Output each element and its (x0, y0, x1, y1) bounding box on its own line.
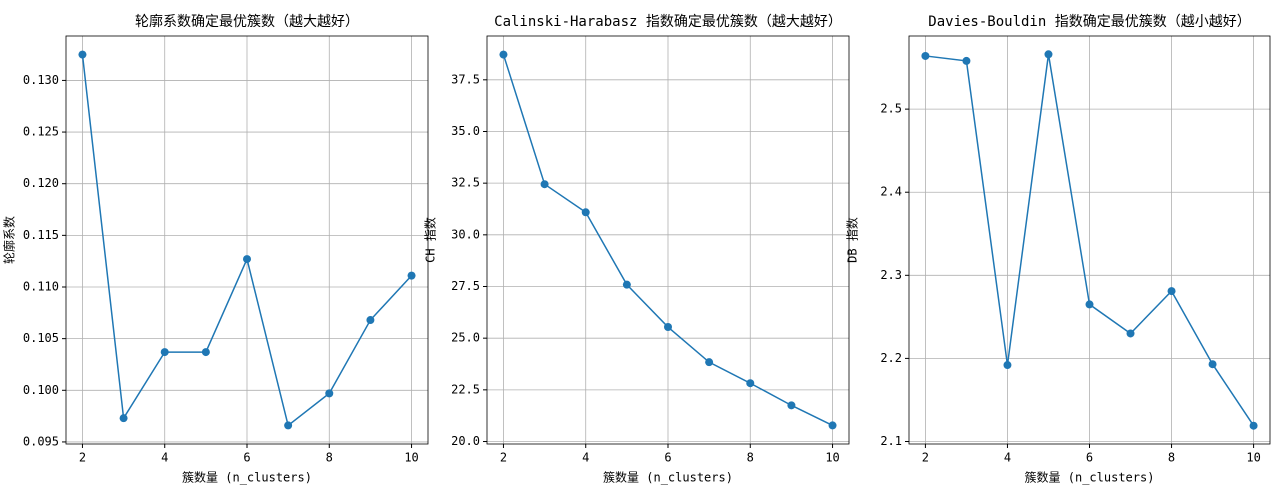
marker (705, 358, 714, 367)
x-tick-label: 6 (1086, 451, 1093, 465)
marker (540, 180, 549, 189)
x-tick-label: 6 (664, 451, 671, 465)
y-tick-label: 2.5 (880, 102, 902, 116)
marker (828, 421, 837, 430)
y-tick-label: 2.1 (880, 434, 902, 448)
marker (499, 50, 508, 59)
y-tick-label: 27.5 (451, 279, 480, 293)
y-tick-label: 20.0 (451, 434, 480, 448)
marker (160, 348, 169, 357)
marker (746, 379, 755, 388)
plot-frame (65, 35, 429, 445)
marker (1044, 50, 1053, 59)
x-tick-label: 10 (1246, 451, 1260, 465)
x-tick-label: 2 (500, 451, 507, 465)
y-tick-label: 0.095 (23, 434, 59, 448)
y-axis-label: DB 指数 (845, 217, 860, 263)
y-tick-label: 2.2 (880, 351, 902, 365)
x-tick-label: 10 (825, 451, 839, 465)
x-axis-label: 簇数量 (n_clusters) (1025, 470, 1155, 485)
x-tick-label: 2 (79, 451, 86, 465)
marker (407, 271, 416, 280)
marker (1208, 360, 1217, 369)
y-tick-label: 0.120 (23, 176, 59, 190)
marker (1085, 300, 1094, 309)
plot-frame (908, 35, 1271, 445)
x-axis-label: 簇数量 (n_clusters) (182, 470, 312, 485)
y-tick-label: 2.4 (880, 185, 902, 199)
marker (325, 389, 334, 398)
marker (921, 51, 930, 60)
y-tick-label: 30.0 (451, 227, 480, 241)
marker (1003, 361, 1012, 370)
marker (962, 56, 971, 65)
chart-title: Calinski-Harabasz 指数确定最优簇数（越大越好） (494, 14, 842, 30)
x-tick-label: 2 (922, 451, 929, 465)
marker (78, 50, 87, 59)
x-tick-label: 8 (747, 451, 754, 465)
marker (119, 414, 128, 423)
y-tick-label: 0.110 (23, 279, 59, 293)
marker (581, 208, 590, 217)
x-tick-label: 8 (326, 451, 333, 465)
y-tick-label: 0.100 (23, 383, 59, 397)
x-tick-label: 10 (404, 451, 418, 465)
chart-title: 轮廓系数确定最优簇数（越大越好） (135, 13, 359, 30)
y-tick-label: 0.130 (23, 73, 59, 87)
y-tick-label: 0.105 (23, 331, 59, 345)
y-tick-label: 25.0 (451, 331, 480, 345)
y-tick-label: 37.5 (451, 72, 480, 86)
x-tick-label: 4 (582, 451, 589, 465)
y-axis-label: 轮廓系数 (2, 216, 17, 264)
marker (284, 421, 293, 430)
y-tick-label: 0.125 (23, 125, 59, 139)
y-tick-label: 0.115 (23, 228, 59, 242)
x-tick-label: 4 (1004, 451, 1011, 465)
chart-title: Davies-Bouldin 指数确定最优簇数（越小越好） (928, 14, 1250, 30)
y-tick-label: 22.5 (451, 382, 480, 396)
marker (1167, 287, 1176, 296)
marker (1126, 329, 1135, 338)
marker (664, 323, 672, 332)
marker (622, 280, 631, 289)
x-tick-label: 6 (243, 451, 250, 465)
marker (201, 348, 210, 357)
x-tick-label: 4 (161, 451, 168, 465)
y-tick-label: 2.3 (880, 268, 902, 282)
marker (366, 316, 375, 325)
y-tick-label: 35.0 (451, 124, 480, 138)
marker (243, 255, 251, 264)
y-tick-label: 32.5 (451, 176, 480, 190)
y-axis-label: CH 指数 (423, 217, 438, 263)
plot-frame (486, 35, 850, 445)
x-tick-label: 8 (1168, 451, 1175, 465)
marker (787, 401, 796, 410)
x-axis-label: 簇数量 (n_clusters) (603, 470, 733, 485)
marker (1249, 421, 1258, 430)
